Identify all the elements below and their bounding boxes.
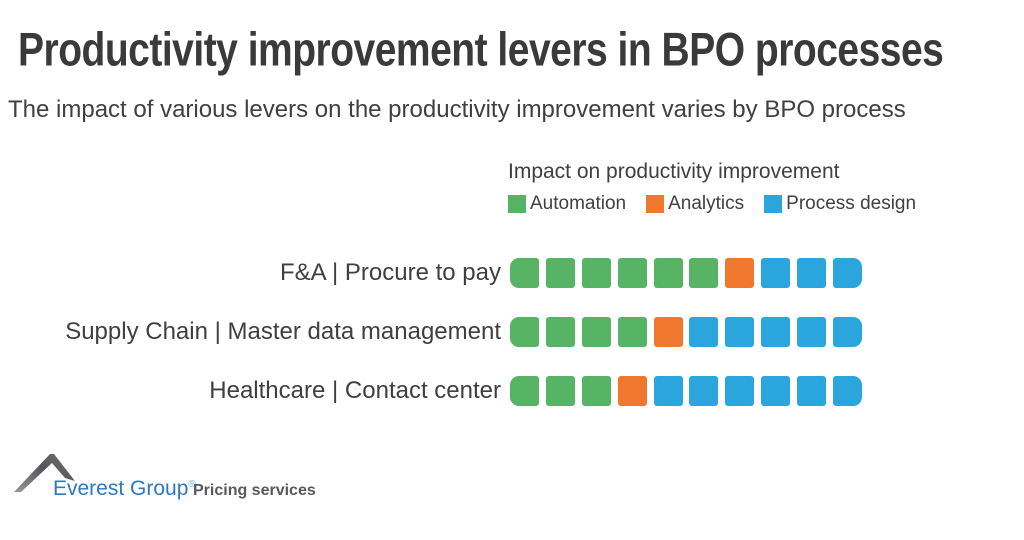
page-subtitle: The impact of various levers on the prod…	[8, 96, 906, 123]
impact-square-automation	[653, 258, 683, 288]
row-squares	[510, 317, 862, 347]
legend-label: Process design	[786, 193, 917, 214]
impact-square-analytics	[653, 317, 683, 347]
impact-square-process-design	[797, 376, 826, 406]
impact-square-process-design	[797, 258, 826, 288]
row-label: F&A | Procure to pay	[279, 259, 501, 286]
legend: Impact on productivity improvement Autom…	[508, 160, 916, 215]
row-squares	[510, 376, 862, 406]
registered-trademark-icon: ®	[188, 479, 196, 490]
impact-square-automation	[581, 317, 611, 347]
page-title: Productivity improvement levers in BPO p…	[18, 24, 944, 77]
impact-row: Supply Chain | Master data management	[0, 317, 862, 347]
legend-item: Process design	[764, 193, 916, 215]
impact-square-process-design	[761, 317, 791, 347]
impact-square-process-design	[797, 317, 826, 347]
row-label: Supply Chain | Master data management	[65, 318, 501, 345]
legend-swatch-icon	[646, 195, 665, 213]
impact-square-automation	[689, 258, 719, 288]
row-label: Healthcare | Contact center	[209, 377, 501, 404]
impact-square-automation	[581, 258, 611, 288]
impact-square-automation	[545, 376, 575, 406]
brand-name: Everest Group®	[53, 478, 196, 499]
impact-square-automation	[545, 317, 575, 347]
impact-square-automation	[617, 258, 647, 288]
impact-row: Healthcare | Contact center	[0, 376, 862, 406]
impact-square-process-design	[832, 376, 862, 406]
impact-square-automation	[510, 376, 539, 406]
mountain-peak-icon	[14, 454, 75, 492]
brand-name-text: Everest Group	[53, 477, 189, 500]
brand-tagline: Pricing services	[193, 482, 316, 499]
impact-square-process-design	[689, 317, 719, 347]
impact-square-process-design	[761, 376, 791, 406]
legend-item: Analytics	[646, 193, 744, 215]
impact-square-process-design	[689, 376, 719, 406]
legend-label: Analytics	[668, 193, 745, 214]
impact-square-analytics	[617, 376, 647, 406]
impact-row: F&A | Procure to pay	[0, 258, 862, 288]
impact-square-automation	[510, 258, 539, 288]
legend-title: Impact on productivity improvement	[508, 160, 840, 183]
impact-square-process-design	[832, 258, 862, 288]
legend-items: Automation Analytics Process design	[508, 193, 916, 215]
legend-swatch-icon	[764, 195, 783, 213]
impact-square-automation	[510, 317, 539, 347]
impact-square-process-design	[725, 317, 755, 347]
impact-square-process-design	[761, 258, 791, 288]
legend-swatch-icon	[508, 195, 526, 213]
row-squares	[510, 258, 862, 288]
impact-square-automation	[581, 376, 611, 406]
impact-chart: F&A | Procure to pay Supply Chain | Maste…	[0, 258, 862, 435]
impact-square-process-design	[832, 317, 862, 347]
impact-square-process-design	[725, 376, 755, 406]
impact-square-automation	[617, 317, 647, 347]
impact-square-analytics	[725, 258, 755, 288]
legend-label: Automation	[530, 193, 627, 214]
legend-item: Automation	[508, 193, 626, 215]
impact-square-process-design	[653, 376, 683, 406]
impact-square-automation	[545, 258, 575, 288]
